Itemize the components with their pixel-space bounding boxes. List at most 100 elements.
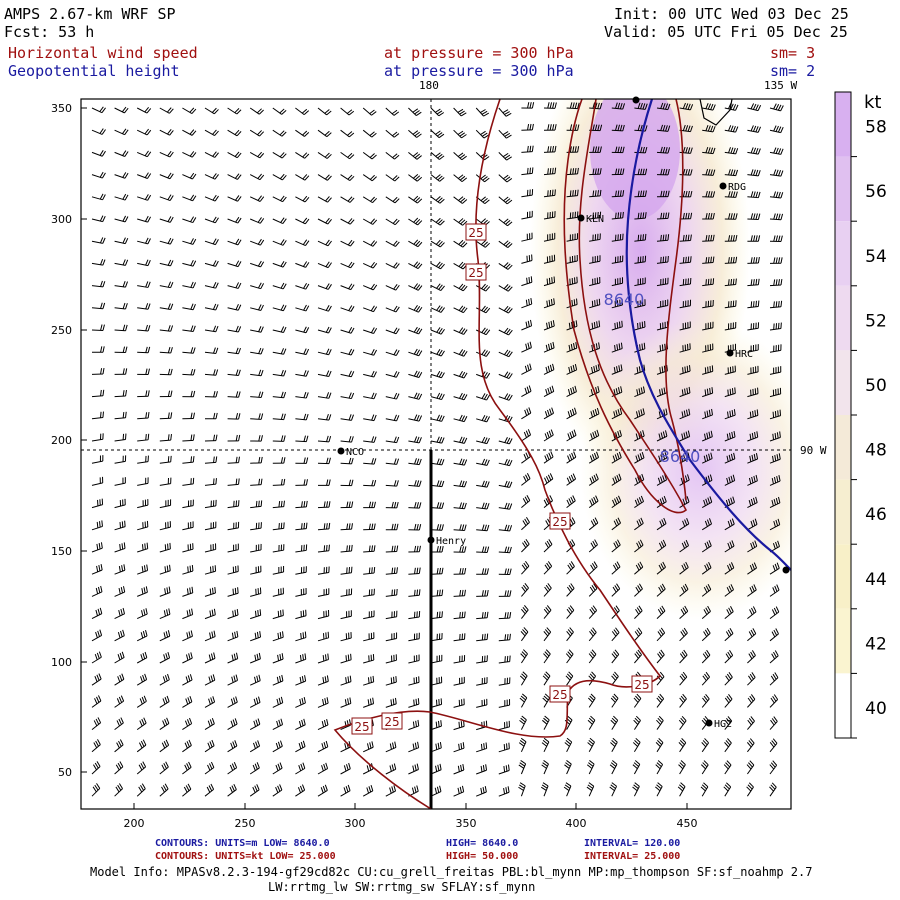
wind-barb xyxy=(182,521,194,531)
wind-barb xyxy=(521,276,533,287)
wind-barb xyxy=(182,238,197,245)
wind-barb xyxy=(746,738,755,753)
wind-barb xyxy=(114,542,126,553)
wind-barb xyxy=(114,390,127,398)
wind-barb xyxy=(249,107,264,115)
wind-barb xyxy=(408,261,423,269)
wind-barb xyxy=(136,783,146,797)
wind-barb xyxy=(656,168,670,176)
wind-barb xyxy=(295,675,307,686)
wind-barbs xyxy=(91,102,784,797)
wind-barb xyxy=(655,760,664,775)
wind-barb xyxy=(430,545,444,553)
wind-barb xyxy=(566,102,580,110)
wind-barb xyxy=(611,255,624,264)
wind-barb xyxy=(363,566,376,575)
wind-barb xyxy=(476,414,491,423)
wind-barb xyxy=(91,455,104,464)
wind-barb xyxy=(588,451,600,464)
wind-barb xyxy=(747,344,759,353)
wind-barb xyxy=(182,129,197,136)
contour-info-wind-interval: INTERVAL= 25.000 xyxy=(584,851,681,862)
colorbar-swatch xyxy=(835,285,851,351)
wind-barb xyxy=(295,740,306,753)
wind-barb xyxy=(227,195,242,202)
wind-barb xyxy=(295,566,307,575)
wind-barb xyxy=(227,587,239,597)
contour-label-kt: 25 xyxy=(468,266,483,280)
wind-barb xyxy=(453,196,468,204)
wind-barb xyxy=(272,544,285,553)
wind-barb xyxy=(295,326,310,334)
wind-barb xyxy=(362,763,374,775)
wind-barb xyxy=(498,349,513,358)
wind-barb xyxy=(182,499,194,509)
wind-barb xyxy=(498,612,512,620)
wind-barb xyxy=(701,671,711,686)
wind-barb xyxy=(137,520,149,531)
wind-barb xyxy=(136,761,147,775)
wind-barb xyxy=(747,300,760,309)
wind-barb xyxy=(385,697,397,708)
wind-barb xyxy=(408,523,422,531)
wind-barb xyxy=(159,477,172,486)
wind-barb xyxy=(340,239,355,247)
wind-barb xyxy=(611,342,623,353)
wind-barb xyxy=(453,655,466,664)
wind-barb xyxy=(747,191,761,199)
wind-barb xyxy=(746,782,754,797)
wind-barb xyxy=(769,322,782,331)
wind-barb xyxy=(204,260,219,267)
wind-barb xyxy=(250,260,265,268)
wind-barb xyxy=(182,368,196,376)
wind-barb xyxy=(91,607,103,620)
wind-barb xyxy=(543,561,553,575)
wind-barb xyxy=(702,321,714,331)
wind-barb xyxy=(272,304,287,312)
wind-barb xyxy=(137,499,149,509)
wind-barb xyxy=(159,717,170,731)
wind-barb xyxy=(589,189,602,198)
wind-barb xyxy=(588,429,600,442)
wind-barb xyxy=(656,234,670,242)
wind-barb xyxy=(227,740,238,753)
wind-barb xyxy=(541,737,550,753)
wind-barb xyxy=(430,763,442,775)
wind-barb xyxy=(521,123,534,131)
colorbar-label: 58 xyxy=(865,118,887,138)
wind-barb xyxy=(182,586,194,597)
wind-barb xyxy=(430,107,445,117)
wind-barb xyxy=(136,739,147,753)
wind-barb xyxy=(588,407,600,420)
wind-barb xyxy=(340,479,354,487)
wind-barb xyxy=(363,501,376,509)
wind-barb xyxy=(340,784,351,797)
wind-barb xyxy=(520,605,529,619)
wind-barb xyxy=(137,564,149,575)
wind-barb xyxy=(476,786,487,797)
wind-barb xyxy=(476,655,488,664)
wind-barb xyxy=(769,279,783,287)
wind-barb xyxy=(453,261,468,270)
wind-barb xyxy=(272,348,287,355)
wind-barb xyxy=(272,674,284,686)
wind-contour-50kt xyxy=(563,99,688,514)
wind-barb xyxy=(769,782,777,797)
wind-barb xyxy=(611,146,625,154)
y-tick-label: 50 xyxy=(58,766,72,779)
wind-barb xyxy=(114,172,129,179)
wind-barb xyxy=(498,764,510,775)
colorbar-swatch xyxy=(835,608,851,674)
wind-barb xyxy=(543,363,555,375)
field2-name: Geopotential height xyxy=(8,62,180,80)
wind-barb xyxy=(521,232,533,242)
wind-barb xyxy=(430,152,445,160)
wind-barb xyxy=(182,412,195,420)
wind-barb xyxy=(521,560,530,575)
wind-barb xyxy=(385,567,398,575)
wind-barb xyxy=(227,652,239,664)
wind-barb xyxy=(430,239,445,248)
wind-barb xyxy=(295,522,308,531)
wind-barb xyxy=(634,473,645,486)
wind-barb xyxy=(317,435,332,443)
